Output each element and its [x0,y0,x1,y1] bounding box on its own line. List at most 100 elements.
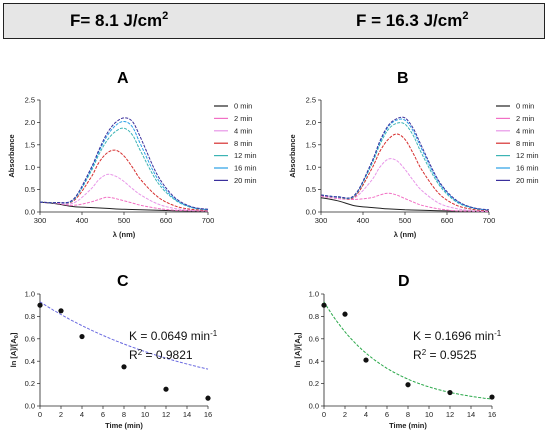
x-tick-label: 700 [202,216,215,225]
data-point [121,364,127,370]
y-tick-label: 0.4 [25,357,35,366]
y-tick-label: 2.5 [25,96,35,105]
legend-entry: 0 min [234,102,252,111]
legend-entry: 16 min [516,164,539,173]
x-axis-label: Time (min) [105,421,143,430]
y-axis-label: ln [A]/[A0] [293,332,304,367]
panel-title-d: D [398,273,410,290]
panel-title-b: B [397,70,409,87]
series-line-20-min [39,117,209,210]
chart-panel-b: 300 400 500 600 700 0.0 0.5 1.0 1.5 2.0 2.5 λ (nm) A… [288,96,539,239]
y-tick-label: 0.8 [309,312,319,321]
y-tick-label: 0.8 [25,312,35,321]
spectra-lines [320,116,490,213]
x-tick-label: 4 [364,410,368,419]
y-tick-label: 0.2 [25,379,35,388]
y-tick-label: 0.2 [309,379,319,388]
x-axis-label: Time (min) [389,421,427,430]
data-point [405,382,411,388]
x-tick-label: 0 [38,410,42,419]
x-tick-label: 600 [441,216,454,225]
x-tick-label: 14 [467,410,475,419]
fluence-label-right: F = 16.3 J/cm2 [356,10,469,30]
series-line-20-min [320,116,490,211]
x-tick-label: 400 [357,216,370,225]
y-tick-label: 0.0 [309,402,319,411]
y-tick-label: 1.0 [25,163,35,172]
series-line-4-min [39,173,209,212]
series-line-2-min [39,196,209,212]
legend-entry: 4 min [234,126,252,135]
series-line-8-min [320,133,490,212]
y-tick-label: 0.6 [25,334,35,343]
y-tick-label: 0.6 [309,334,319,343]
series-line-16-min [320,118,490,211]
x-tick-label: 6 [385,410,389,419]
legend-entry: 2 min [234,114,252,123]
y-tick-label: 2.0 [25,118,35,127]
x-tick-label: 400 [76,216,89,225]
legend-entry: 20 min [234,176,257,185]
legend-entry: 16 min [234,164,257,173]
panel-title-c: C [117,273,129,290]
data-point [447,389,453,396]
legend: 0 min 2 min 4 min 8 min 12 min 16 min 20 min [496,102,539,185]
x-axis-label: λ (nm) [394,230,417,239]
x-axis-label: λ (nm) [113,230,136,239]
data-points [321,302,495,400]
legend-entry: 12 min [516,151,539,160]
r-squared-annotation: R2 = 0.9525 [413,348,477,362]
y-tick-label: 0.5 [306,185,316,194]
data-point [79,333,85,340]
x-tick-label: 8 [406,410,410,419]
y-tick-label: 1.5 [25,140,35,149]
y-tick-label: 1.0 [25,290,35,299]
x-tick-label: 600 [160,216,173,225]
x-tick-label: 6 [101,410,105,419]
series-line-8-min [39,149,209,211]
y-tick-label: 1.0 [306,163,316,172]
legend-entry: 0 min [516,102,534,111]
fluence-header-bar: F= 8.1 J/cm2 F = 16.3 J/cm2 [3,3,545,39]
y-tick-label: 2.0 [306,118,316,127]
series-line-12-min [39,127,209,211]
x-tick-label: 700 [483,216,496,225]
x-tick-label: 10 [425,410,433,419]
y-tick-label: 1.5 [306,140,316,149]
y-tick-label: 0.5 [25,185,35,194]
y-tick-label: 0.0 [25,208,35,217]
legend-entry: 12 min [234,151,257,160]
data-point [342,311,348,317]
legend-entry: 2 min [516,114,534,123]
chart-panel-d: 0 2 4 6 8 10 12 14 16 0.0 0.2 0.4 0.6 0.8 1.0 Time (min… [293,290,502,430]
x-tick-label: 2 [59,410,63,419]
x-tick-label: 4 [80,410,84,419]
x-tick-label: 2 [343,410,347,419]
legend: 0 min 2 min 4 min 8 min 12 min 16 min 20 min [214,102,257,185]
legend-entry: 20 min [516,176,539,185]
data-point [163,386,169,392]
x-tick-label: 300 [34,216,47,225]
data-point [363,357,369,363]
series-line-12-min [320,122,490,211]
chart-panel-c: 0 2 4 6 8 10 12 14 16 0.0 0.2 0.4 0.6 0.8 1.0 Time (min… [9,290,218,430]
y-tick-label: 0.0 [25,402,35,411]
series-line-4-min [320,158,490,212]
y-tick-label: 0.0 [306,208,316,217]
x-tick-label: 14 [183,410,191,419]
x-tick-label: 8 [122,410,126,419]
x-tick-label: 500 [118,216,131,225]
x-tick-label: 10 [141,410,149,419]
data-point [205,395,211,401]
y-axis-label: ln [A]/[A0] [9,332,20,367]
data-point [58,308,64,314]
rate-constant-annotation: K = 0.1696 min-1 [413,329,502,343]
series-line-16-min [39,120,209,211]
x-tick-label: 16 [488,410,496,419]
fit-curve [323,301,493,400]
chart-panel-a: 300 400 500 600 700 0.0 0.5 1.0 1.5 2.0 2.5 λ (nm) A… [7,96,257,239]
legend-entry: 8 min [516,139,534,148]
y-tick-label: 2.5 [306,96,316,105]
data-point [321,302,327,308]
fluence-label-left: F= 8.1 J/cm2 [70,10,169,30]
